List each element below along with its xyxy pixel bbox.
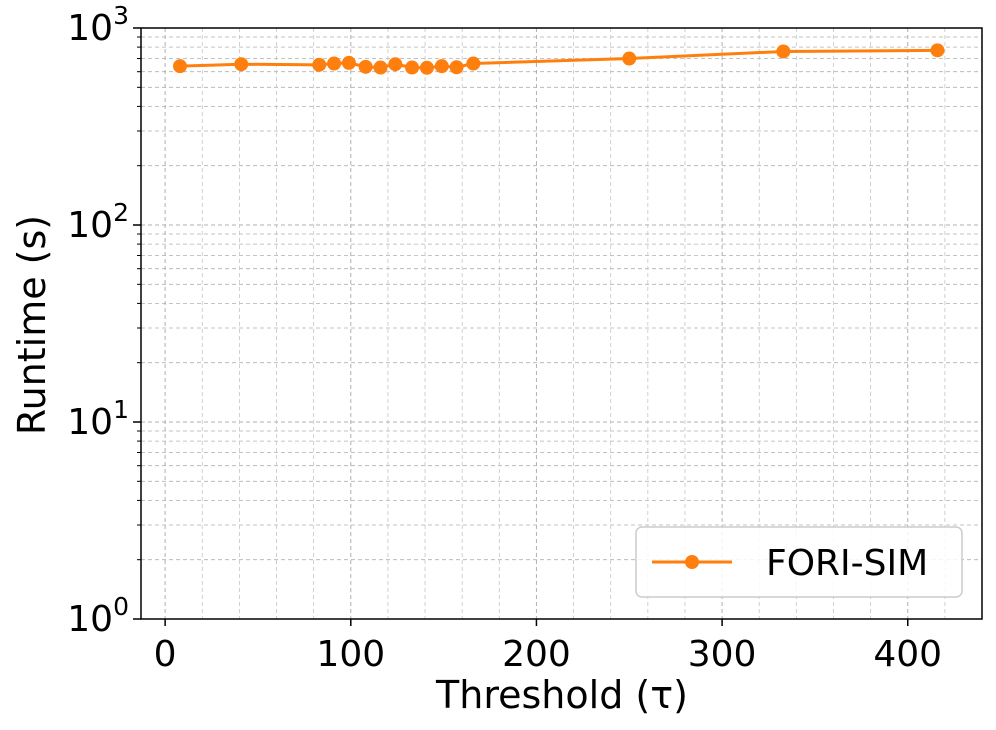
x-axis-title: Threshold (τ) — [435, 673, 688, 717]
tick-labels: 0 100 200 300 400 100 101 102 103 — [67, 1, 942, 675]
y-tick-label: 103 — [67, 1, 129, 49]
data-point — [373, 60, 388, 75]
y-tick-label: 101 — [67, 395, 129, 443]
x-tick-label: 0 — [154, 634, 177, 675]
data-point — [234, 57, 249, 72]
data-point — [388, 57, 403, 72]
x-tick-label: 200 — [502, 634, 571, 675]
y-tick-label: 102 — [67, 198, 129, 246]
data-point — [466, 56, 481, 71]
series-line — [179, 48, 938, 70]
data-point — [930, 43, 945, 58]
y-tick-label: 100 — [67, 592, 129, 640]
legend: FORI-SIM — [635, 526, 963, 598]
data-point — [358, 59, 373, 74]
data-point — [327, 56, 342, 71]
axes — [133, 27, 983, 626]
data-point — [776, 44, 791, 59]
data-point — [341, 55, 356, 70]
series — [172, 43, 945, 75]
x-tick-label: 300 — [688, 634, 757, 675]
plot-frame — [140, 27, 983, 620]
y-axis-title: Runtime (s) — [10, 215, 54, 435]
data-point — [405, 60, 420, 75]
data-point — [434, 59, 449, 74]
data-point — [419, 60, 434, 75]
x-tick-label: 400 — [873, 634, 942, 675]
data-point — [622, 51, 637, 66]
data-point — [172, 59, 187, 74]
legend-frame — [635, 526, 963, 598]
legend-label: FORI-SIM — [766, 543, 928, 584]
data-point — [449, 60, 464, 75]
legend-marker-swatch — [685, 555, 699, 569]
data-point — [312, 57, 327, 72]
x-tick-label: 100 — [316, 634, 385, 675]
